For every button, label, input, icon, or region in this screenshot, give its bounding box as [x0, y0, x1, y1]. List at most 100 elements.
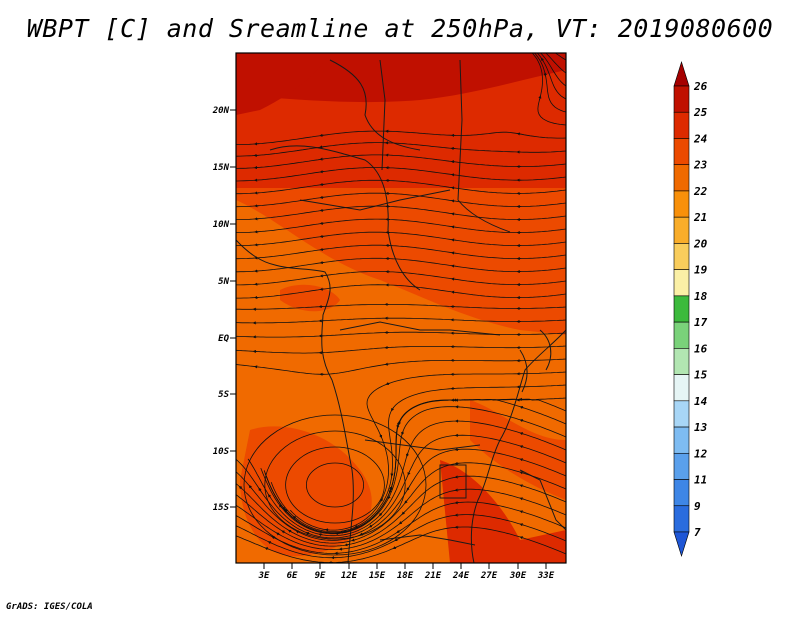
latitude-axis: 20N 15N 10N 5N EQ 5S 10S 15S: [212, 106, 236, 513]
streamline-arrow: [392, 546, 397, 550]
colorbar-label: 26: [693, 80, 708, 93]
streamline-arrow: [231, 491, 233, 493]
streamline-gyre: [243, 414, 427, 556]
streamline-arrow: [519, 510, 524, 514]
streamline-arrow: [281, 530, 286, 534]
streamline: [236, 434, 566, 539]
lon-label: 9E: [315, 571, 326, 581]
streamline-arrow: [271, 536, 276, 540]
colorbar-label: 12: [694, 447, 708, 460]
lon-label: 21E: [424, 571, 442, 581]
streamline-arrow: [380, 497, 384, 503]
colorbar-swatch: [673, 243, 690, 270]
colorbar-label: 15: [694, 369, 708, 382]
streamline-arrow: [305, 531, 311, 535]
streamline: [236, 448, 566, 541]
colorbar-swatch: [673, 452, 690, 480]
streamline-arrow: [394, 538, 399, 542]
streamline-arrow: [385, 382, 391, 386]
streamline: [247, 420, 566, 537]
lon-label: 33E: [537, 571, 555, 581]
colorbar-swatch: [673, 426, 690, 454]
streamline: [236, 218, 566, 234]
plot-frame: [235, 52, 567, 564]
streamline: [236, 317, 566, 324]
colorbar-swatch: [673, 190, 690, 218]
streamline-arrow: [284, 509, 288, 513]
streamline-arrow: [343, 529, 348, 533]
lat-label: 15S: [213, 503, 230, 513]
streamline: [236, 142, 566, 157]
streamline-arrow: [405, 452, 410, 458]
streamline-arrow: [519, 458, 524, 462]
colorbar-label: 11: [694, 474, 707, 487]
streamline-arrow: [248, 484, 252, 489]
streamline: [236, 271, 566, 286]
lon-label: 27E: [480, 571, 498, 581]
colorbar-label: 21: [693, 211, 707, 224]
streamline-arrow: [404, 500, 408, 504]
streamline: [536, 53, 566, 100]
lat-label: 10N: [213, 220, 230, 230]
streamline: [236, 167, 566, 182]
streamline: [236, 331, 566, 338]
lat-label: 10S: [213, 447, 230, 457]
streamline-arrow: [287, 529, 293, 533]
streamline: [236, 526, 566, 563]
colorbar-label: 14: [694, 395, 708, 408]
streamline: [236, 303, 566, 310]
colorbar-label: 23: [693, 159, 708, 172]
streamline-arrow: [406, 486, 410, 491]
colorbar-swatch: [673, 295, 690, 323]
lon-label: 30E: [509, 571, 527, 581]
streamline-arrow: [354, 524, 359, 528]
streamline-arrow: [538, 95, 542, 100]
lon-label: 12E: [341, 571, 358, 581]
streamline-arrow: [378, 512, 383, 517]
streamline-arrow: [519, 471, 524, 475]
streamline-gyre: [285, 446, 385, 524]
streamline: [540, 53, 566, 87]
colorbar-label: 17: [694, 316, 708, 329]
colorbar-label: 13: [694, 421, 708, 434]
grads-credit: GrADS: IGES/COLA: [6, 602, 93, 612]
colorbar-label: 16: [694, 342, 708, 355]
lat-label: 5S: [218, 390, 229, 400]
streamline-gyre: [305, 462, 364, 508]
streamline-arrow: [396, 529, 401, 533]
colorbar-swatch: [673, 269, 690, 297]
streamline-arrow: [543, 71, 547, 77]
colorbar-label: 19: [694, 264, 708, 277]
streamline: [236, 345, 566, 354]
streamline-arrow: [389, 485, 393, 491]
streamline-arrow: [519, 432, 525, 436]
streamline: [265, 399, 566, 534]
streamline-arrow: [379, 433, 383, 439]
streamline-arrow: [516, 132, 522, 136]
streamline-arrow: [295, 530, 300, 534]
colorbar-label: 22: [693, 185, 708, 198]
streamline-arrow: [519, 419, 525, 423]
streamline-arrow: [275, 532, 281, 536]
colorbar-swatch: [673, 348, 690, 375]
colorbar-swatch: [673, 321, 690, 349]
colorbar-swatch: [673, 505, 690, 533]
streamline: [236, 154, 566, 169]
streamline: [270, 384, 566, 533]
colorbar-swatch: [673, 138, 690, 166]
lon-label: 3E: [258, 571, 270, 581]
streamline: [236, 488, 566, 551]
colorbar-label: 7: [694, 526, 701, 539]
streamline: [290, 371, 566, 531]
coastlines: [236, 59, 566, 563]
lon-label: 15E: [369, 571, 386, 581]
streamline: [236, 462, 566, 544]
streamline-gyre: [264, 430, 406, 540]
streamline-arrow: [390, 407, 395, 412]
lat-label: 5N: [218, 277, 229, 287]
streamline-arrow: [519, 523, 524, 527]
streamline-arrow: [278, 504, 283, 508]
colorbar-swatch: [673, 85, 690, 113]
streamline-arrow: [238, 485, 243, 490]
